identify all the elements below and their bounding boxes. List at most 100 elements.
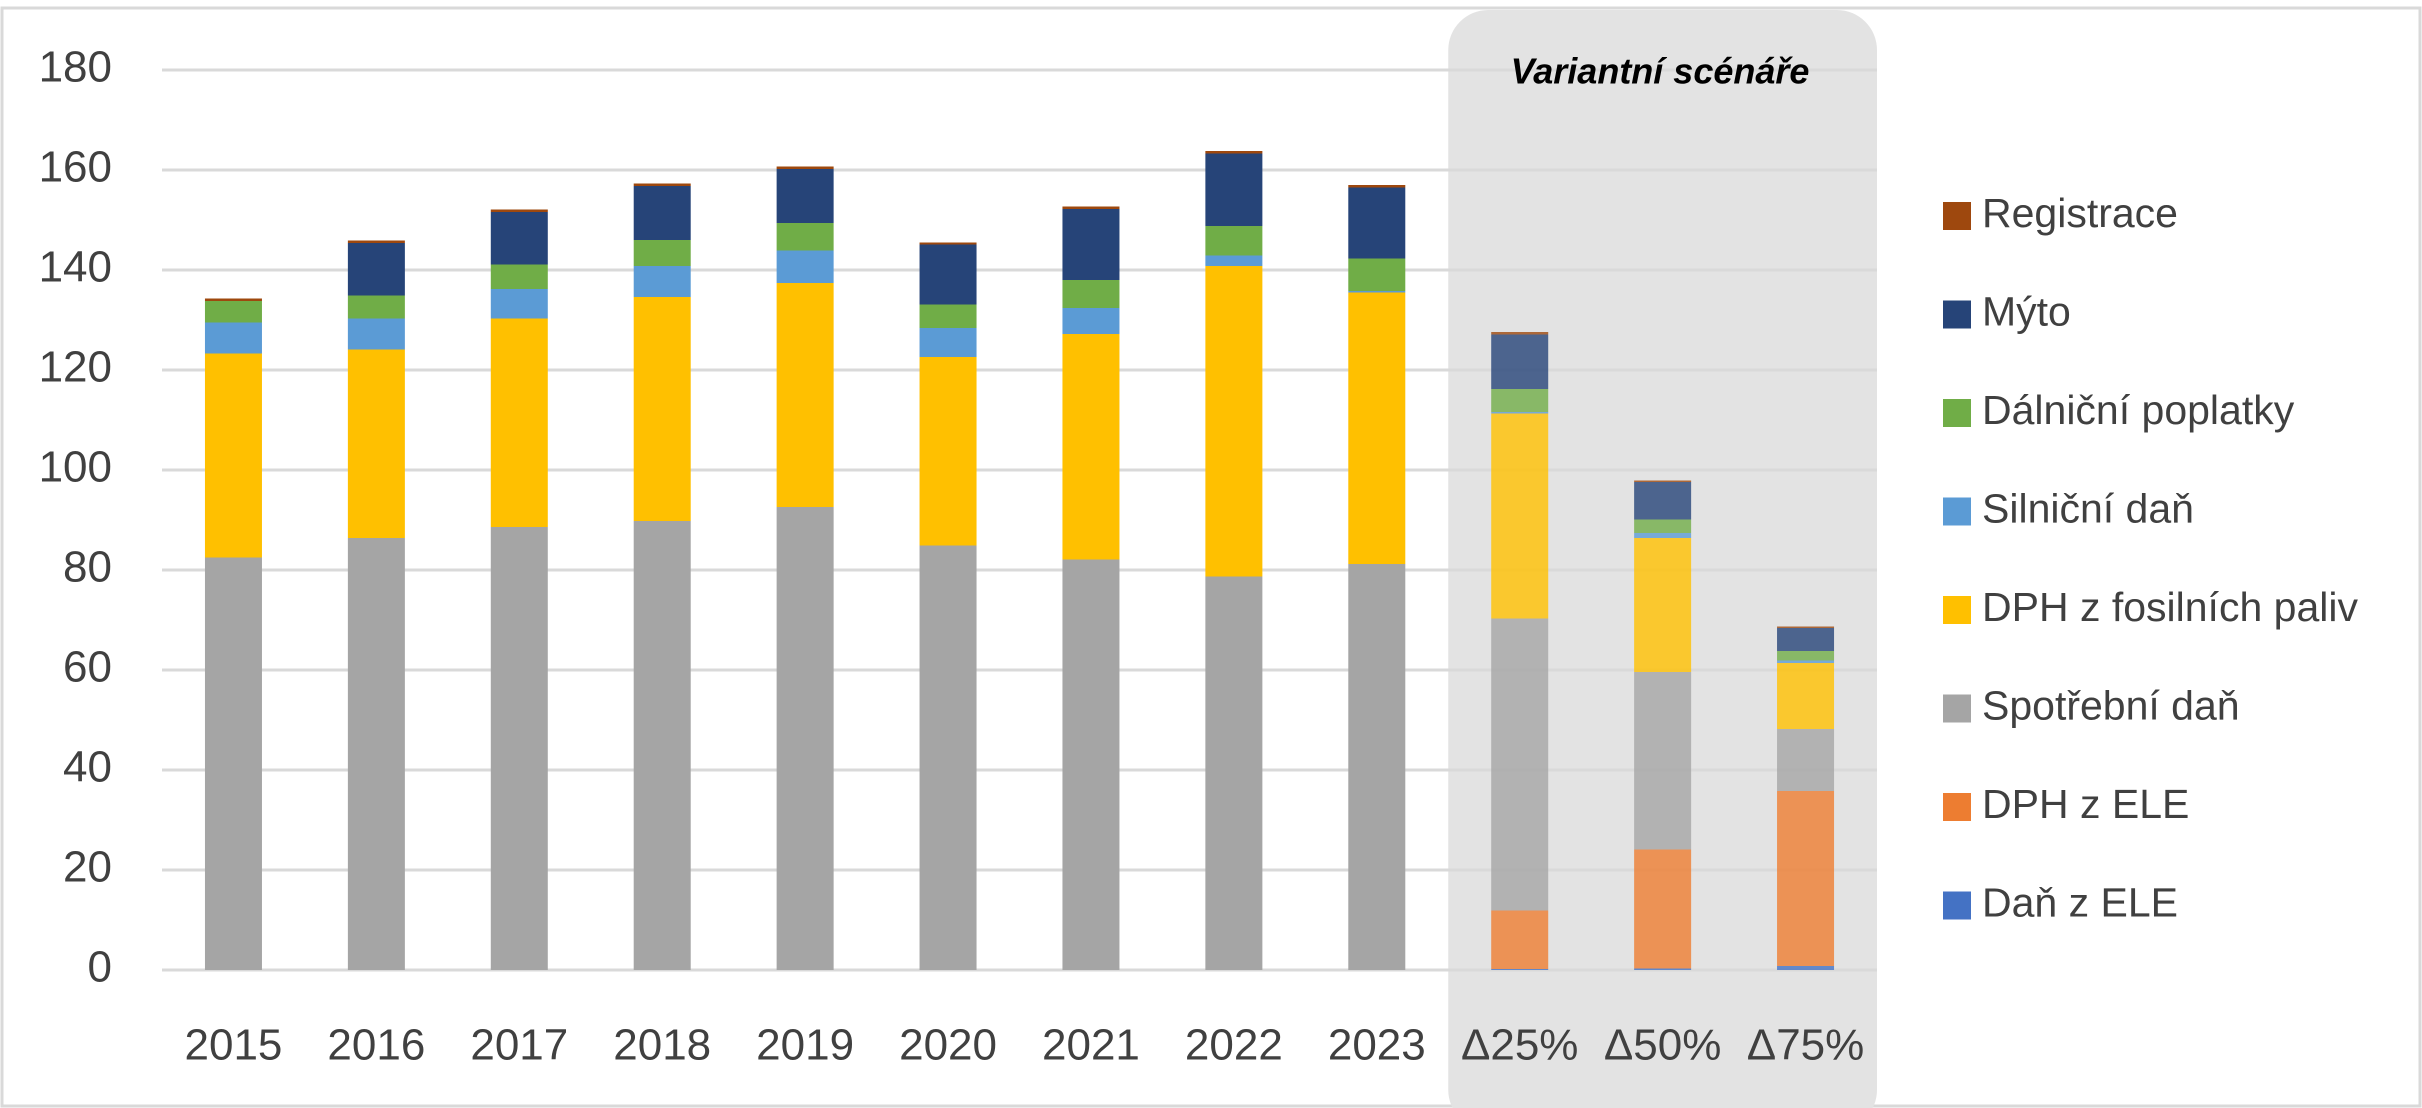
bar-segment <box>1348 185 1406 188</box>
bar-segment <box>204 322 262 354</box>
legend-swatch <box>1943 202 1971 230</box>
bar-segment <box>633 521 691 970</box>
legend-label: DPH z ELE <box>1982 781 2189 827</box>
bar-segment <box>1634 968 1692 970</box>
bar-segment <box>776 507 834 970</box>
chart-frame <box>0 6 2422 1108</box>
bar-segment <box>1491 334 1549 389</box>
bar-segment <box>490 527 548 970</box>
legend-swatch <box>1943 596 1971 624</box>
bar-segment <box>1062 559 1120 970</box>
y-tick-label: 120 <box>39 343 112 392</box>
bar-segment <box>1062 334 1120 560</box>
bar-segment <box>633 240 691 266</box>
bar-segment <box>1348 258 1406 291</box>
y-tick-label: 60 <box>63 643 112 692</box>
bar-segment <box>919 545 977 970</box>
bar-segment <box>1205 576 1263 970</box>
bar-segment <box>633 183 691 186</box>
y-tick-label: 20 <box>63 843 112 892</box>
bar-segment <box>1348 291 1406 293</box>
x-tick-label: 2020 <box>899 1021 997 1070</box>
bar-segment <box>347 349 405 538</box>
bar-segment <box>633 266 691 297</box>
bar-segment <box>1348 187 1406 259</box>
bar-segment <box>347 538 405 970</box>
bar-segment <box>490 209 548 212</box>
x-tick-label: 2015 <box>185 1021 283 1070</box>
bar-segment <box>1777 626 1835 628</box>
bar-segment <box>1777 651 1835 661</box>
bar-segment <box>204 301 262 323</box>
y-tick-label: 140 <box>39 243 112 292</box>
bar-segment <box>1777 663 1835 729</box>
legend-swatch <box>1943 399 1971 427</box>
bar-segment <box>1062 206 1120 209</box>
y-tick-label: 160 <box>39 143 112 192</box>
y-tick-label: 0 <box>88 943 112 992</box>
bar-segment <box>1634 672 1692 850</box>
bar-segment <box>1634 533 1692 538</box>
bar-segment <box>1205 226 1263 256</box>
legend-swatch <box>1943 694 1971 723</box>
bar-segment <box>919 328 977 357</box>
bar-segment <box>1491 413 1549 619</box>
bar-segment <box>1634 519 1692 533</box>
bar-segment <box>1491 910 1549 969</box>
legend-label: Silniční daň <box>1982 485 2194 531</box>
bar-segment <box>1062 209 1120 280</box>
bar-segment <box>919 304 977 328</box>
bar-segment <box>204 298 262 301</box>
x-tick-label: 2016 <box>327 1021 425 1070</box>
x-tick-label: 2021 <box>1042 1021 1140 1070</box>
bar-segment <box>347 240 405 243</box>
x-tick-label: 2019 <box>756 1021 854 1070</box>
legend-label: Spotřební daň <box>1982 682 2240 728</box>
bar-segment <box>1491 969 1549 970</box>
legend-label: Registrace <box>1982 190 2178 236</box>
bar-segment <box>1491 389 1549 412</box>
legend-swatch <box>1943 793 1971 821</box>
bar-segment <box>633 186 691 240</box>
legend-label: DPH z fosilních paliv <box>1982 584 2358 630</box>
bar-segment <box>1491 332 1549 335</box>
bar-segment <box>919 244 977 305</box>
bar-segment <box>1205 151 1263 154</box>
bar-segment <box>1634 849 1692 969</box>
y-tick-label: 180 <box>39 43 112 92</box>
bar-segment <box>776 169 834 223</box>
legend-label: Mýto <box>1982 288 2071 334</box>
legend-label: Dálniční poplatky <box>1982 387 2295 433</box>
y-tick-label: 40 <box>63 743 112 792</box>
bar-segment <box>1634 480 1692 482</box>
bar-segment <box>490 212 548 265</box>
legend-label: Daň z ELE <box>1982 879 2178 925</box>
bar-segment <box>1205 153 1263 226</box>
x-tick-label: Δ75% <box>1747 1021 1864 1070</box>
bar-segment <box>1777 966 1835 970</box>
bar-segment <box>490 289 548 319</box>
bar-segment <box>1634 482 1692 520</box>
bar-segment <box>347 318 405 350</box>
bar-segment <box>1205 266 1263 577</box>
bar-segment <box>1634 538 1692 672</box>
x-tick-label: Δ50% <box>1604 1021 1721 1070</box>
bar-segment <box>1777 660 1835 663</box>
bar-segment <box>1062 308 1120 334</box>
bar-segment <box>1062 280 1120 308</box>
bar-segment <box>776 223 834 251</box>
bar-segment <box>1348 292 1406 564</box>
bar-segment <box>347 243 405 296</box>
y-tick-label: 100 <box>39 443 112 492</box>
x-tick-label: Δ25% <box>1461 1021 1578 1070</box>
bar-segment <box>1348 564 1406 970</box>
bar-segment <box>1491 618 1549 911</box>
bar-segment <box>490 264 548 289</box>
bar-segment <box>204 353 262 558</box>
bar-segment <box>204 557 262 970</box>
bar-segment <box>1205 255 1263 266</box>
x-tick-label: 2023 <box>1328 1021 1426 1070</box>
x-tick-label: 2018 <box>613 1021 711 1070</box>
bar-segment <box>776 283 834 507</box>
